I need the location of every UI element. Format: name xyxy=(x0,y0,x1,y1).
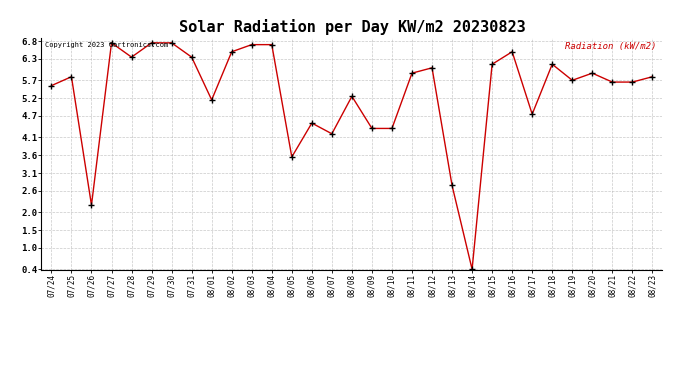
Text: Copyright 2023 Cartronics.com: Copyright 2023 Cartronics.com xyxy=(44,42,168,48)
Title: Solar Radiation per Day KW/m2 20230823: Solar Radiation per Day KW/m2 20230823 xyxy=(179,19,525,35)
Text: Radiation (kW/m2): Radiation (kW/m2) xyxy=(565,42,656,51)
